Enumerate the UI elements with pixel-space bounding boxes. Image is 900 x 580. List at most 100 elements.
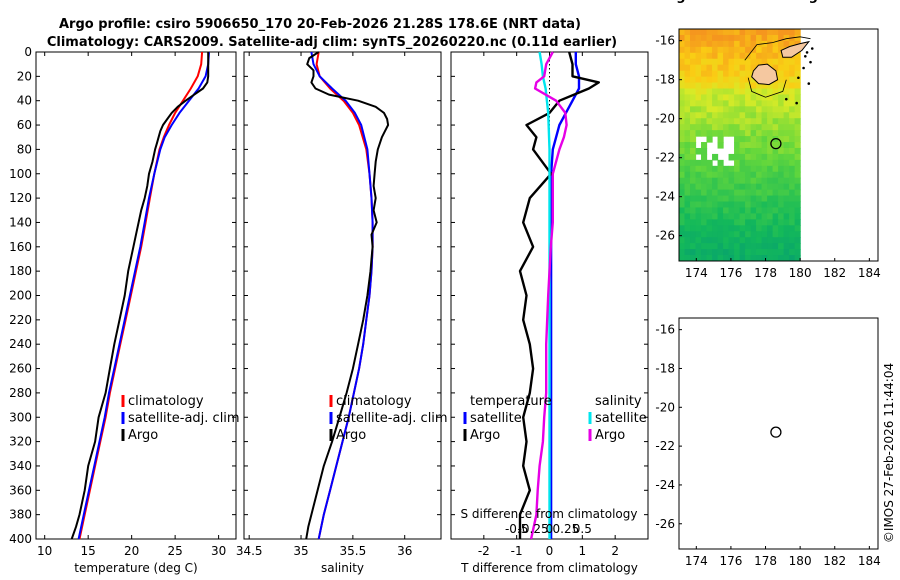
islet bbox=[811, 336, 814, 339]
map-frame bbox=[678, 317, 879, 550]
y-tick-label: 360 bbox=[9, 483, 32, 497]
x-tick-label: 176 bbox=[719, 266, 742, 280]
legend-temperature-title: temperature bbox=[470, 394, 552, 409]
x-axis-label: salinity bbox=[321, 561, 364, 575]
islet bbox=[805, 51, 809, 54]
islet bbox=[784, 97, 788, 101]
y-tick-label: -24 bbox=[655, 190, 675, 204]
land-group bbox=[744, 36, 814, 105]
x-tick-label: 10 bbox=[37, 544, 52, 558]
legend-label: satellite bbox=[595, 411, 647, 426]
islet bbox=[795, 390, 798, 393]
y-tick-label: 240 bbox=[9, 337, 32, 351]
legend-label: satellite-adj. clim bbox=[336, 411, 448, 426]
x-tick-label: 184 bbox=[858, 266, 881, 280]
series-line-argo bbox=[70, 52, 210, 540]
legend-label: Argo bbox=[336, 428, 366, 443]
y-tick-label: -18 bbox=[655, 361, 675, 375]
islet bbox=[809, 350, 812, 353]
y-tick-label: 400 bbox=[9, 532, 32, 546]
map-frame bbox=[678, 28, 879, 262]
islet bbox=[807, 371, 810, 374]
y-tick-label: 380 bbox=[9, 508, 32, 522]
y-tick-label: 220 bbox=[9, 313, 32, 327]
y-tick-label: 200 bbox=[9, 289, 32, 303]
s-tick-label: 0.5 bbox=[573, 522, 592, 536]
sst-map-panel: sat. SST: 28.9 Argo: 28.8 174 176 178 180 182… bbox=[655, 0, 880, 280]
islet bbox=[802, 66, 805, 70]
y-tick-label: 320 bbox=[9, 435, 32, 449]
reef-outline bbox=[745, 326, 811, 349]
x-tick-label: 174 bbox=[685, 554, 708, 568]
x-tick-label: 35 bbox=[293, 544, 308, 558]
x-tick-label: 184 bbox=[858, 554, 881, 568]
land-group bbox=[745, 326, 814, 393]
island-vanua-levu bbox=[780, 40, 811, 58]
legend-label: climatology bbox=[336, 394, 412, 409]
map-cells bbox=[679, 29, 801, 261]
s-tick-label: 0 bbox=[546, 522, 554, 536]
y-tick-label: -22 bbox=[655, 439, 675, 453]
x-tick-label: 30 bbox=[211, 544, 226, 558]
temperature-panel: 0 20 40 60 80 100 120 140 160 180 200 220 240 260 280 3… bbox=[9, 45, 240, 575]
plot-frame bbox=[243, 51, 442, 540]
island-viti-levu bbox=[751, 63, 779, 86]
reef-outline bbox=[744, 36, 811, 61]
series-line-temperature-satellite bbox=[549, 52, 581, 539]
series-line-satellite-adj-clim bbox=[77, 51, 210, 540]
x-axis-label: T difference from climatology bbox=[460, 561, 638, 575]
x-tick-label: 2 bbox=[611, 544, 619, 558]
x-tick-label: 35.5 bbox=[340, 544, 367, 558]
map-title: sat. SST: 28.9 Argo: 28.8 bbox=[687, 0, 868, 4]
sla-map-panel: Altim. SLA: 0.087Argo h1000: 0.068 h2000… bbox=[655, 0, 896, 568]
y-tick-label: -26 bbox=[655, 517, 675, 531]
s-axis-label: S difference from climatology bbox=[461, 507, 638, 521]
x-tick-label: 178 bbox=[754, 554, 777, 568]
argo-position-marker bbox=[770, 426, 782, 438]
x-tick-label: 178 bbox=[754, 266, 777, 280]
y-tick-label: 80 bbox=[17, 142, 32, 156]
legend-salinity-title: salinity bbox=[595, 394, 642, 409]
series-line-salinity-argo bbox=[529, 51, 568, 540]
reef-outline bbox=[747, 77, 787, 98]
y-tick-label: -18 bbox=[655, 73, 675, 87]
legend-label: Argo bbox=[128, 428, 158, 443]
difference-panel: -2 -1 0 1 2 T difference from climatology S di… bbox=[450, 51, 649, 575]
y-tick-label: -26 bbox=[655, 229, 675, 243]
islet bbox=[785, 387, 788, 390]
y-tick-label: -20 bbox=[655, 400, 675, 414]
y-tick-label: -16 bbox=[655, 34, 675, 48]
legend-label: Argo bbox=[470, 428, 500, 443]
y-tick-label: 20 bbox=[17, 69, 32, 83]
y-tick-label: 260 bbox=[9, 362, 32, 376]
title-line-2: Climatology: CARS2009. Satellite-adj cli… bbox=[47, 35, 617, 50]
islet bbox=[807, 82, 811, 85]
x-tick-label: 180 bbox=[789, 554, 812, 568]
x-tick-label: 176 bbox=[719, 554, 742, 568]
y-tick-label: 0 bbox=[24, 45, 32, 59]
islet bbox=[810, 47, 814, 50]
map-title-2: Argo h1000: 0.068 h2000: 0.072 bbox=[660, 0, 896, 4]
y-tick-label: 280 bbox=[9, 386, 32, 400]
series-line-temperature-argo bbox=[518, 51, 600, 539]
x-tick-label: 1 bbox=[579, 544, 587, 558]
x-tick-label: 174 bbox=[685, 266, 708, 280]
y-tick-label: 160 bbox=[9, 240, 32, 254]
legend-label: satellite-adj. clim bbox=[128, 411, 240, 426]
y-tick-label: -22 bbox=[655, 151, 675, 165]
islet bbox=[809, 60, 812, 64]
series-line-argo bbox=[305, 51, 390, 540]
s-tick-label: -0.25 bbox=[518, 522, 549, 536]
x-tick-label: 20 bbox=[124, 544, 139, 558]
x-tick-label: 180 bbox=[789, 266, 812, 280]
s-tick-label: -0.5 bbox=[505, 522, 528, 536]
map-title: Altim. SLA: 0.087 bbox=[715, 0, 842, 4]
islet bbox=[804, 344, 807, 347]
credit-label: ©IMOS 27-Feb-2026 11:44:04 bbox=[882, 363, 896, 543]
title-line-1: Argo profile: csiro 5906650_170 20-Feb-2… bbox=[59, 17, 581, 32]
x-tick-label: 182 bbox=[823, 266, 846, 280]
x-tick-label: -2 bbox=[478, 544, 490, 558]
legend-label: Argo bbox=[595, 428, 625, 443]
y-tick-label: 60 bbox=[17, 118, 32, 132]
